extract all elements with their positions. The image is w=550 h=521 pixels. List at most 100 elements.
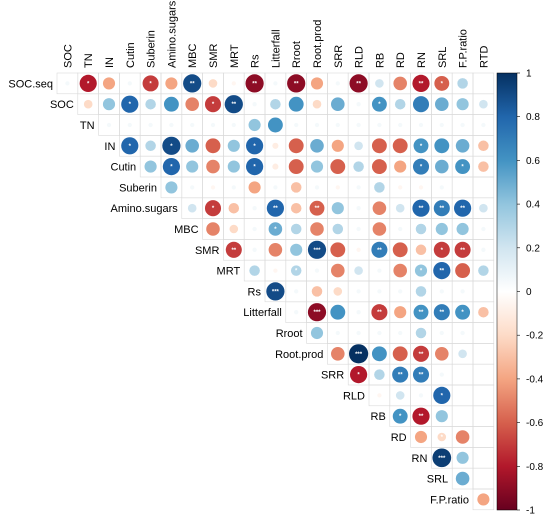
correlation-circle [455, 159, 471, 175]
column-label: SMR [208, 44, 220, 69]
correlation-circle [398, 122, 403, 128]
correlation-circle [392, 138, 408, 154]
correlation-circle [331, 139, 344, 152]
column-label: Rs [250, 54, 262, 68]
correlation-circle [270, 98, 281, 110]
correlation-circle [439, 185, 444, 190]
correlation-circle [225, 241, 242, 258]
correlation-circle [392, 242, 408, 258]
correlation-circle [169, 122, 174, 128]
significance-mark: ** [419, 352, 424, 358]
correlation-circle [395, 391, 405, 400]
correlation-circle [165, 181, 178, 194]
correlation-circle [309, 200, 325, 216]
column-label: IN [104, 57, 116, 68]
significance-mark: *** [438, 456, 446, 462]
grid-cell [451, 176, 474, 199]
correlation-circle [83, 99, 93, 109]
correlation-circle [190, 122, 195, 128]
row-label: Rroot [276, 328, 303, 340]
correlation-circle [481, 247, 486, 252]
significance-mark: * [253, 144, 256, 150]
correlation-circle [204, 200, 222, 217]
correlation-circle [415, 286, 427, 297]
column-label: RN [416, 52, 428, 68]
correlation-circle [65, 81, 70, 86]
column-label: Rroot [291, 41, 303, 68]
correlation-circle [457, 78, 468, 89]
correlation-circle [434, 75, 450, 91]
correlation-circle [455, 139, 470, 153]
correlation-circle [190, 185, 195, 190]
correlation-circle [460, 330, 465, 336]
correlation-circle [186, 160, 199, 173]
correlation-circle [478, 140, 489, 152]
correlation-circle [335, 185, 340, 190]
correlation-circle [290, 265, 302, 276]
correlation-circle [331, 97, 345, 111]
significance-mark: *** [313, 310, 321, 316]
correlation-circle [456, 222, 469, 236]
row-label: SRL [427, 474, 448, 486]
correlation-circle [454, 241, 471, 258]
significance-mark: *** [313, 248, 321, 254]
correlation-circle [273, 268, 278, 273]
correlation-circle [393, 263, 407, 278]
correlation-circle [435, 222, 448, 236]
correlation-circle [127, 122, 132, 128]
significance-mark: ** [419, 414, 424, 420]
correlation-circle [331, 263, 345, 278]
correlation-circle [433, 304, 450, 321]
significance-mark: ** [419, 81, 424, 87]
grid-cell [472, 488, 495, 511]
row-label: SMR [195, 245, 220, 257]
correlation-circle [439, 289, 444, 294]
correlation-circle [228, 202, 240, 214]
correlation-circle [231, 81, 236, 86]
grid-cell [472, 322, 495, 344]
correlation-circle [162, 136, 181, 155]
row-label: RLD [343, 390, 365, 402]
correlation-circle [433, 241, 450, 258]
correlation-circle [310, 77, 324, 90]
correlation-circle [481, 122, 486, 128]
correlation-circle [356, 122, 361, 128]
significance-mark: ** [419, 310, 424, 316]
correlation-circle [205, 138, 221, 154]
correlation-circle [377, 268, 382, 273]
column-label: Root.prod [312, 20, 324, 68]
correlation-circle [477, 493, 490, 506]
correlation-circle [478, 306, 489, 318]
column-label: SOC [62, 44, 74, 68]
correlation-circle [332, 223, 344, 235]
correlation-circle [229, 224, 239, 234]
correlation-circle [414, 264, 428, 277]
correlation-circle [356, 185, 361, 190]
correlation-circle [356, 310, 361, 315]
correlation-circle [392, 366, 409, 383]
significance-mark: * [357, 373, 360, 379]
correlation-circle [288, 96, 304, 112]
correlation-circle [375, 79, 384, 88]
significance-mark: ** [419, 206, 424, 212]
correlation-circle [394, 306, 407, 319]
significance-mark: * [420, 144, 423, 150]
correlation-circle [356, 102, 361, 107]
correlation-circle [163, 96, 179, 112]
correlation-circle [333, 287, 343, 296]
correlation-circle [314, 122, 320, 128]
correlation-circle [353, 161, 364, 172]
grid-cell [451, 405, 474, 427]
correlation-circle [372, 222, 387, 236]
row-label: SOC [50, 99, 74, 111]
correlation-circle [314, 185, 320, 190]
column-label: RB [374, 53, 386, 68]
significance-mark: ** [377, 248, 382, 254]
column-label: TN [83, 53, 95, 68]
correlation-circle [374, 182, 385, 193]
colorbar-tick-label: 1 [526, 69, 532, 80]
row-label: RN [412, 453, 428, 465]
grid-cell [472, 280, 495, 303]
correlation-circle [434, 138, 450, 154]
correlation-circle [206, 222, 220, 236]
